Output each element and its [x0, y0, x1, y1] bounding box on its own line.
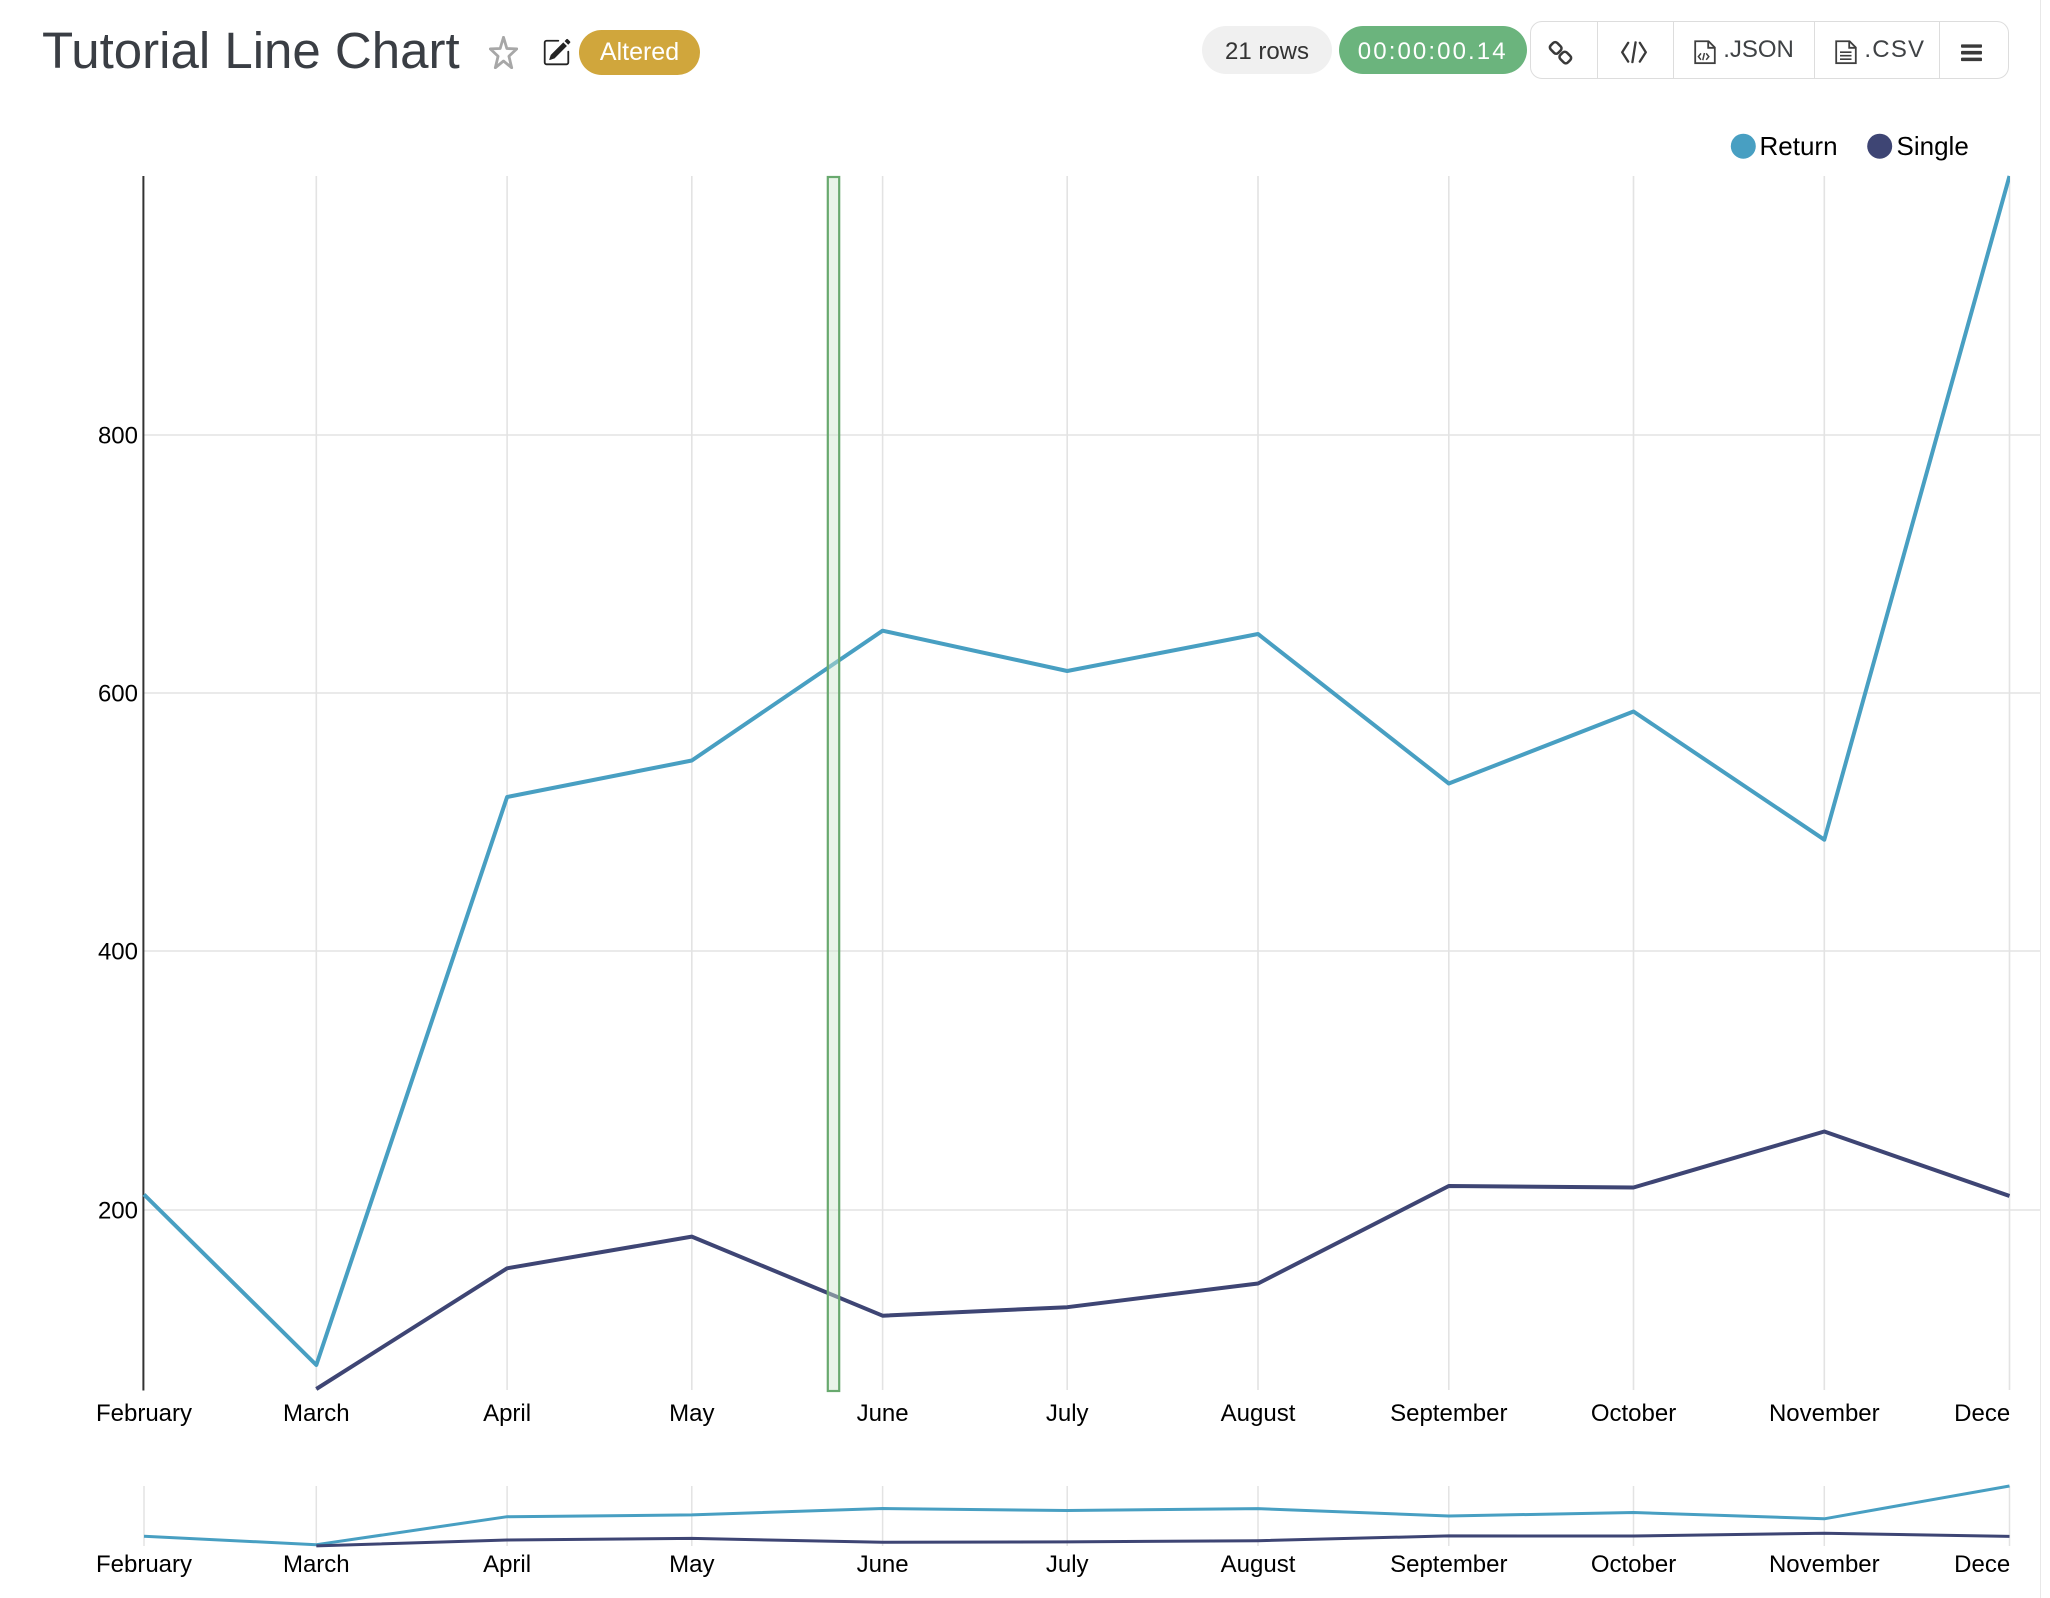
- svg-text:May: May: [669, 1551, 714, 1578]
- svg-text:August: August: [1221, 1400, 1296, 1427]
- svg-text:November: November: [1769, 1551, 1880, 1578]
- svg-text:October: October: [1591, 1400, 1676, 1427]
- svg-text:September: September: [1390, 1551, 1507, 1578]
- svg-text:400: 400: [98, 939, 138, 966]
- svg-text:June: June: [857, 1400, 909, 1427]
- svg-text:July: July: [1046, 1400, 1089, 1427]
- svg-text:Single: Single: [1897, 131, 1969, 161]
- svg-text:March: March: [283, 1400, 350, 1427]
- svg-text:December: December: [1954, 1551, 2050, 1578]
- svg-text:April: April: [483, 1551, 531, 1578]
- svg-text:600: 600: [98, 681, 138, 708]
- svg-text:May: May: [669, 1400, 714, 1427]
- svg-text:February: February: [96, 1400, 192, 1427]
- svg-text:November: November: [1769, 1400, 1880, 1427]
- svg-text:December: December: [1954, 1400, 2050, 1427]
- svg-text:800: 800: [98, 423, 138, 450]
- svg-text:April: April: [483, 1400, 531, 1427]
- svg-text:February: February: [96, 1551, 192, 1578]
- svg-text:July: July: [1046, 1551, 1089, 1578]
- svg-text:200: 200: [98, 1198, 138, 1225]
- svg-text:March: March: [283, 1551, 350, 1578]
- svg-text:August: August: [1221, 1551, 1296, 1578]
- svg-text:September: September: [1390, 1400, 1507, 1427]
- svg-text:June: June: [857, 1551, 909, 1578]
- svg-text:Return: Return: [1760, 131, 1838, 161]
- svg-text:October: October: [1591, 1551, 1676, 1578]
